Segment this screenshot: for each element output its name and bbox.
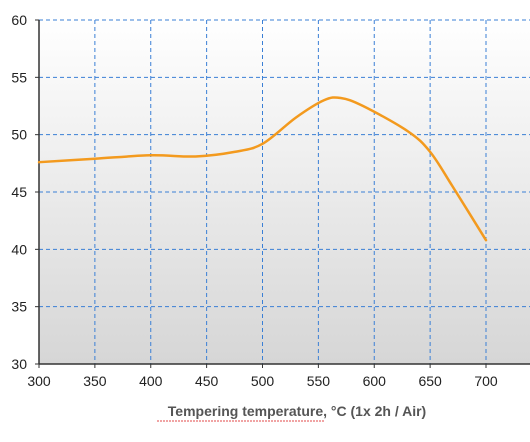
x-tick-label: 500 xyxy=(251,373,275,389)
y-tick-label: 55 xyxy=(11,69,27,85)
y-tick-label: 50 xyxy=(11,127,27,143)
y-tick-label: 30 xyxy=(11,356,27,372)
y-tick-label: 60 xyxy=(11,12,27,28)
x-tick-label: 300 xyxy=(27,373,51,389)
gridlines xyxy=(39,19,530,364)
x-tick-label: 600 xyxy=(363,373,387,389)
x-tick-label: 550 xyxy=(307,373,331,389)
y-tick-label: 40 xyxy=(11,241,27,257)
x-tick-labels: 300 350 400 450 500 550 600 650 700 xyxy=(27,364,498,389)
y-tick-label: 45 xyxy=(11,184,27,200)
x-tick-label: 400 xyxy=(139,373,163,389)
y-tick-labels: 30 35 40 45 50 55 60 xyxy=(11,12,39,372)
y-tick-label: 35 xyxy=(11,299,27,315)
x-tick-label: 350 xyxy=(83,373,107,389)
x-tick-label: 650 xyxy=(418,373,442,389)
series-layer xyxy=(37,96,488,242)
x-tick-label: 700 xyxy=(474,373,498,389)
x-tick-label: 450 xyxy=(195,373,219,389)
x-axis-label: Tempering temperature, °C (1x 2h / Air) xyxy=(168,403,426,419)
series-line xyxy=(37,96,488,242)
